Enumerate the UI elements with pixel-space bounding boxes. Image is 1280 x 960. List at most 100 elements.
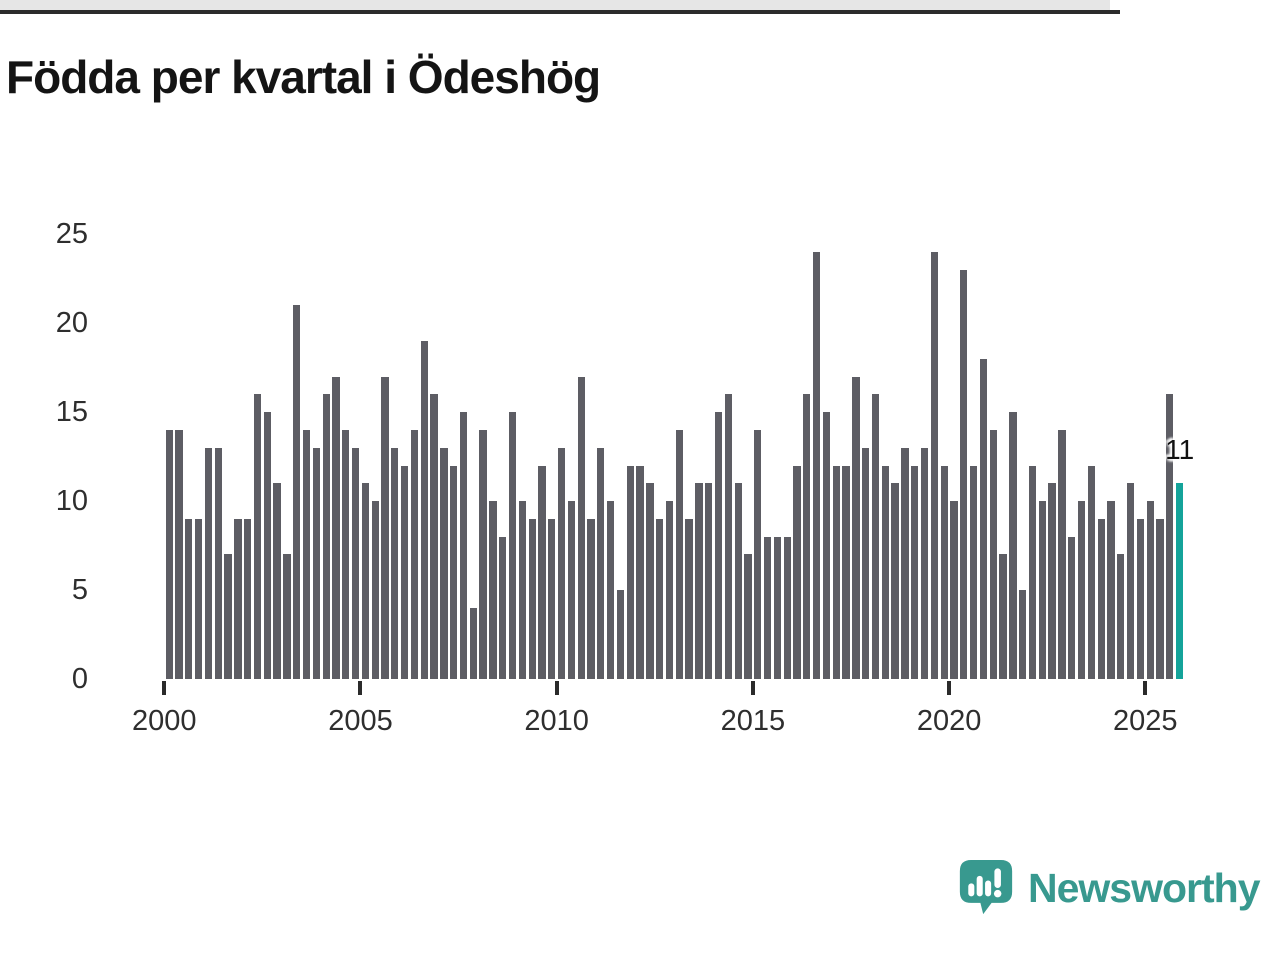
bar-2010q3 [577, 376, 585, 679]
bar-2011q4 [626, 465, 634, 679]
x-axis-tick-2005 [358, 680, 363, 695]
latest-value-label: 11 [1165, 434, 1195, 466]
bar-2008q3 [499, 536, 507, 679]
bar-2023q3 [1087, 465, 1095, 679]
bar-2021q4 [1019, 590, 1027, 679]
bar-2023q4 [1097, 518, 1105, 679]
bar-2015q4 [783, 536, 791, 679]
x-axis-tick-label: 2000 [132, 705, 197, 737]
bar-2002q2 [253, 394, 262, 679]
bar-2022q2 [1038, 501, 1046, 679]
bar-2012q3 [656, 518, 664, 679]
bar-2019q4 [940, 465, 948, 679]
bar-2022q3 [1048, 483, 1056, 679]
bar-2014q1 [714, 412, 723, 679]
x-axis-tick-2020 [947, 680, 952, 695]
bar-2001q4 [234, 518, 242, 679]
bar-2002q4 [273, 483, 281, 679]
bar-2025q2 [1156, 518, 1164, 679]
bar-2022q1 [1028, 465, 1037, 679]
bar-2016q4 [822, 412, 831, 679]
gridline [0, 2, 1110, 4]
bar-2004q1 [322, 394, 330, 679]
bar-2005q2 [371, 501, 379, 679]
bar-2021q3 [1009, 412, 1017, 679]
bar-2014q2 [724, 394, 733, 679]
bar-2009q1 [518, 501, 526, 679]
bar-2015q3 [773, 536, 782, 679]
bar-2001q2 [214, 447, 222, 679]
bar-2016q1 [793, 465, 801, 679]
x-axis-tick-2000 [162, 680, 167, 695]
bar-2024q3 [1126, 483, 1135, 679]
bar-2010q2 [567, 501, 576, 679]
x-axis-tick-2010 [554, 680, 559, 695]
bar-2011q1 [597, 447, 605, 679]
bar-2019q1 [911, 465, 919, 679]
x-axis-tick-label: 2020 [916, 705, 982, 737]
bar-2017q1 [832, 465, 840, 679]
bar-2023q2 [1077, 501, 1086, 679]
bar-2017q2 [842, 465, 850, 679]
bar-2009q3 [538, 465, 546, 679]
bar-2001q1 [204, 447, 213, 679]
bar-2000q2 [175, 429, 183, 679]
bar-2021q2 [999, 554, 1007, 679]
bar-2002q3 [263, 412, 271, 679]
y-axis-tick-label: 0 [71, 663, 88, 695]
bar-2016q2 [803, 394, 811, 679]
bar-2020q2 [960, 269, 968, 679]
bar-2004q2 [332, 376, 340, 679]
bar-2018q1 [871, 394, 880, 679]
bar-2007q2 [450, 465, 458, 679]
bar-2003q2 [293, 305, 301, 679]
gridline [0, 0, 1110, 2]
bar-2000q4 [194, 518, 203, 679]
y-axis-tick-label: 10 [55, 485, 88, 518]
bar-2013q1 [675, 429, 683, 679]
bar-2004q4 [351, 447, 360, 679]
bar-2010q1 [557, 447, 566, 679]
bar-2024q2 [1117, 554, 1125, 679]
x-axis-tick-label: 2025 [1113, 705, 1178, 737]
y-axis-tick-label: 5 [71, 574, 88, 607]
gridline [0, 4, 1110, 6]
x-axis-tick-label: 2010 [524, 705, 589, 737]
bar-2007q4 [469, 607, 477, 679]
bar-2018q3 [891, 483, 899, 679]
x-axis-line [0, 10, 1120, 14]
bar-2021q1 [989, 429, 997, 679]
bar-2016q3 [813, 252, 821, 679]
bar-2017q3 [852, 376, 860, 679]
bar-2014q3 [734, 483, 742, 679]
y-axis-tick-label: 15 [55, 396, 88, 429]
bar-2025q3 [1166, 394, 1174, 679]
bar-2025q4 [1175, 483, 1184, 679]
newsworthy-bubble-icon [959, 860, 1013, 915]
bar-2012q2 [646, 483, 654, 679]
bar-2006q3 [420, 340, 428, 679]
bar-2014q4 [744, 554, 752, 679]
bar-2006q4 [430, 394, 438, 679]
bar-2012q4 [665, 501, 674, 679]
bar-2023q1 [1068, 536, 1076, 679]
newsworthy-wordmark: Newsworthy [1028, 864, 1260, 911]
bar-2020q4 [979, 358, 988, 679]
bar-2000q1 [165, 429, 173, 679]
gridline [0, 8, 1110, 10]
bar-2024q4 [1136, 518, 1145, 679]
bar-2015q1 [754, 429, 762, 679]
bar-2001q3 [224, 554, 232, 679]
bar-2011q3 [616, 590, 625, 679]
bar-2007q3 [459, 412, 468, 679]
x-axis-tick-2015 [750, 680, 755, 695]
bar-2003q4 [312, 447, 320, 679]
y-axis-tick-label: 25 [55, 218, 88, 251]
bar-2003q1 [283, 554, 291, 679]
bar-2003q3 [302, 429, 311, 679]
bar-2013q4 [705, 483, 713, 679]
bar-2005q1 [361, 483, 370, 679]
gridline [0, 6, 1110, 8]
bar-2008q2 [489, 501, 497, 679]
